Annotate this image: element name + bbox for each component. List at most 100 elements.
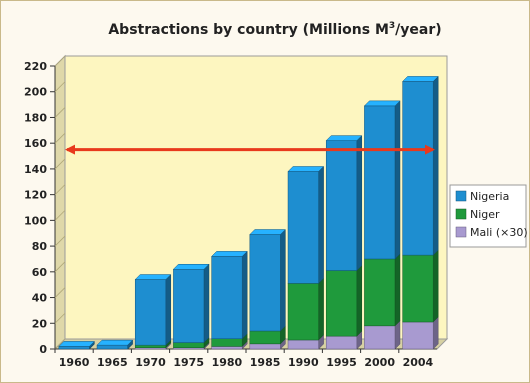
y-tick-label: 40	[32, 292, 48, 305]
y-tick-label: 60	[32, 266, 48, 279]
bar-side	[432, 75, 439, 256]
y-axis: 0 20 40 60 80 100 120 140 160 180 200 220	[24, 55, 66, 356]
bar-side	[432, 249, 439, 323]
bar-top	[363, 100, 401, 107]
x-tick-label: 1965	[97, 356, 128, 369]
bar-side	[280, 228, 286, 332]
y-tick-label: 20	[32, 317, 48, 330]
chart-title: Abstractions by country (Millions M3/yea…	[108, 21, 441, 38]
bar-front	[249, 330, 281, 345]
bar-segment	[249, 228, 286, 332]
bar-segment	[134, 273, 172, 346]
legend: Nigeria Niger Mali (×30)	[449, 184, 528, 248]
legend-label: Niger	[470, 208, 500, 221]
bar-front	[96, 344, 128, 350]
bar-front	[325, 335, 358, 350]
bar-front	[134, 279, 167, 346]
x-tick-label: 1985	[250, 356, 281, 369]
legend-swatch	[455, 190, 467, 202]
x-tick-label: 1990	[288, 356, 319, 369]
bar-side	[203, 263, 210, 344]
bar-side	[356, 264, 363, 337]
y-tick-diagonal	[54, 184, 66, 195]
y-tick-label: 80	[32, 240, 48, 253]
y-tick-diagonal	[54, 235, 66, 247]
legend-label: Mali (×30)	[470, 226, 528, 239]
y-tick-diagonal	[54, 132, 66, 144]
bar-top	[325, 135, 363, 141]
bar-front	[402, 81, 434, 256]
bar-front	[325, 270, 358, 337]
bar-segment	[173, 263, 210, 344]
y-tick-label: 100	[24, 214, 47, 227]
bar-top	[96, 339, 134, 346]
bar-top	[402, 76, 439, 82]
bar-front	[325, 140, 358, 271]
bar-top	[249, 229, 286, 235]
bar-front	[173, 268, 205, 343]
bar-side	[318, 165, 324, 284]
bar-top	[287, 166, 325, 172]
y-tick-diagonal	[54, 338, 66, 350]
x-tick-label: 1995	[326, 356, 357, 369]
bar-side	[356, 135, 363, 272]
x-tick-label: 1960	[59, 356, 90, 369]
y-tick-label: 220	[24, 60, 47, 73]
bar-front	[364, 105, 396, 260]
y-tick-diagonal	[54, 81, 66, 93]
bar-front	[211, 338, 243, 347]
x-tick-label: 1970	[135, 356, 166, 369]
bars	[58, 75, 439, 350]
bar-segment	[325, 135, 363, 272]
bar-front	[287, 283, 319, 341]
x-tick-label: 2000	[364, 356, 395, 369]
y-tick-label: 120	[24, 189, 47, 202]
bar-side	[318, 277, 324, 341]
y-tick-diagonal	[54, 210, 66, 221]
bar-front	[249, 234, 281, 332]
y-tick-label: 180	[24, 111, 47, 124]
bar-front	[249, 343, 281, 350]
bar-segment	[402, 249, 439, 323]
bar-front	[402, 321, 434, 350]
bar-segment	[325, 264, 363, 337]
bar-segment	[364, 320, 401, 350]
legend-swatch	[455, 226, 467, 238]
bar-top	[58, 341, 95, 347]
legend-swatch	[455, 208, 467, 220]
bar-side	[394, 100, 401, 260]
bar-side	[165, 273, 172, 346]
bar-front	[287, 171, 319, 284]
x-tick-label: 2004	[403, 356, 434, 369]
bar-front	[364, 258, 396, 327]
bar-side	[432, 316, 439, 350]
y-tick-diagonal	[54, 287, 66, 298]
y-tick-label: 140	[24, 163, 47, 176]
y-tick-label: 0	[39, 343, 47, 356]
y-tick-label: 160	[24, 137, 47, 150]
bar-top	[134, 274, 172, 280]
bar-front	[364, 325, 396, 350]
bar-top	[211, 251, 248, 257]
x-tick-label: 1980	[212, 356, 243, 369]
bar-top	[172, 263, 210, 270]
bar-front	[211, 256, 243, 339]
bar-segment	[402, 75, 439, 256]
bar-segment	[287, 277, 324, 341]
bar-segment	[211, 250, 248, 340]
bar-segment	[364, 253, 401, 327]
bar-front	[402, 254, 434, 323]
x-axis: 1960 1965 1970 1975 1980 1985 1990 1995 2000 2004	[54, 348, 437, 369]
x-tick-label: 1975	[173, 356, 204, 369]
bar-front	[211, 346, 243, 350]
bar-front	[287, 339, 319, 350]
bar-segment	[287, 165, 324, 284]
y-tick-label: 200	[24, 86, 47, 99]
y-tick-diagonal	[54, 261, 66, 273]
legend-label: Nigeria	[470, 190, 509, 203]
y-tick-diagonal	[54, 158, 66, 170]
bar-side	[394, 253, 401, 327]
bar-front	[173, 342, 205, 348]
bar-front	[134, 344, 167, 348]
